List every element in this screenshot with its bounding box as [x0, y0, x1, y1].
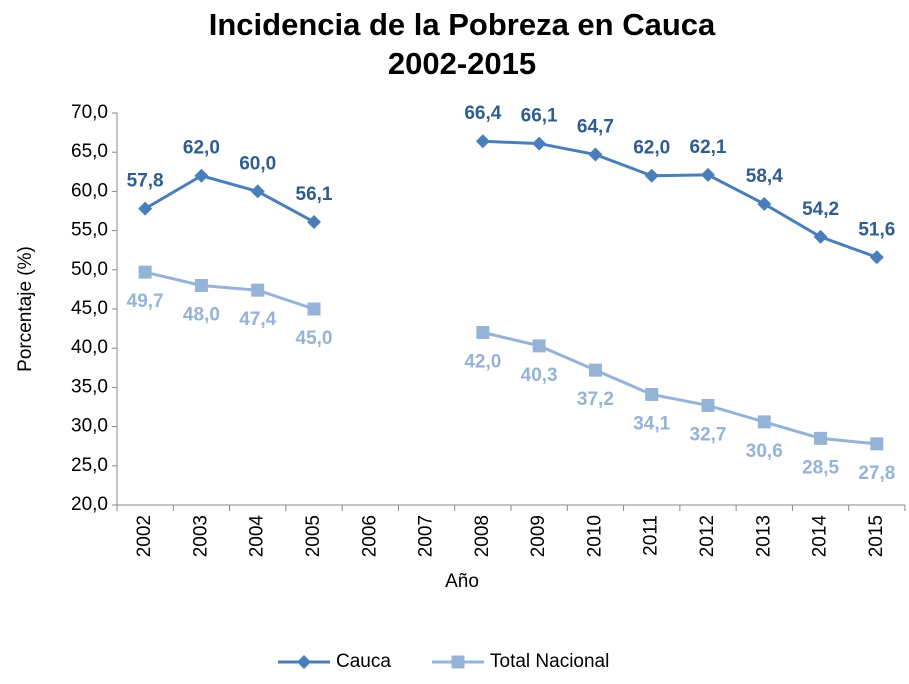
- y-tick-label: 25,0: [71, 455, 108, 476]
- x-tick-label: 2014: [810, 515, 831, 558]
- marker: [194, 168, 209, 183]
- marker: [250, 184, 265, 199]
- data-label: 64,7: [577, 117, 614, 138]
- data-label: 56,1: [296, 184, 333, 205]
- x-tick-label: 2013: [753, 515, 774, 557]
- data-label: 62,1: [690, 137, 727, 158]
- marker: [870, 437, 884, 451]
- y-tick-label: 35,0: [71, 376, 108, 397]
- x-tick-label: 2012: [697, 515, 718, 557]
- marker: [813, 229, 828, 244]
- data-label: 45,0: [296, 328, 333, 349]
- marker: [451, 655, 465, 669]
- y-tick-label: 20,0: [71, 494, 108, 515]
- x-tick-label: 2015: [866, 515, 887, 557]
- data-label: 60,0: [239, 153, 276, 174]
- series-line: [144, 139, 878, 259]
- marker: [138, 201, 153, 216]
- y-tick-label: 50,0: [71, 259, 108, 280]
- y-tick-label: 55,0: [71, 220, 108, 241]
- x-tick-label: 2006: [359, 515, 380, 557]
- marker: [251, 283, 265, 297]
- x-tick-label: 2010: [584, 515, 605, 557]
- data-label: 66,4: [464, 103, 501, 124]
- marker: [532, 136, 547, 151]
- y-tick-label: 65,0: [71, 141, 108, 162]
- marker: [307, 302, 321, 316]
- data-label: 42,0: [464, 352, 501, 373]
- data-label: 37,2: [577, 389, 614, 410]
- legend-label: Total Nacional: [490, 651, 609, 672]
- y-tick-label: 45,0: [71, 298, 108, 319]
- y-axis-label: Porcentaje (%): [15, 246, 36, 372]
- data-label: 62,0: [183, 138, 220, 159]
- data-label: 62,0: [633, 138, 670, 159]
- marker: [869, 250, 884, 265]
- marker: [588, 147, 603, 162]
- data-label: 49,7: [127, 291, 164, 312]
- chart-subtitle: 2002-2015: [388, 46, 536, 81]
- legend-label: Cauca: [336, 651, 391, 672]
- x-tick-label: 2011: [641, 515, 662, 556]
- data-label: 28,5: [802, 457, 839, 478]
- chart-title: Incidencia de la Pobreza en Cauca: [209, 7, 716, 42]
- marker: [194, 278, 208, 292]
- x-axis-label: Año: [445, 571, 479, 592]
- marker: [757, 415, 771, 429]
- marker: [138, 265, 152, 279]
- y-tick-label: 60,0: [71, 180, 108, 201]
- marker: [532, 339, 546, 353]
- data-label: 58,4: [746, 166, 783, 187]
- y-tick-label: 70,0: [71, 102, 108, 123]
- marker: [701, 167, 715, 182]
- marker: [645, 387, 659, 401]
- marker: [476, 326, 490, 340]
- x-tick-label: 2009: [528, 515, 549, 557]
- data-label: 34,1: [633, 413, 670, 434]
- data-label: 47,4: [239, 309, 276, 330]
- y-tick-label: 40,0: [71, 337, 108, 358]
- marker: [475, 134, 490, 149]
- series-line: [144, 270, 878, 446]
- x-tick-label: 2003: [190, 515, 211, 557]
- marker: [757, 196, 772, 211]
- marker: [307, 214, 321, 229]
- x-tick-label: 2002: [134, 515, 155, 557]
- marker: [814, 431, 828, 445]
- marker: [644, 168, 659, 183]
- data-label: 30,6: [746, 441, 783, 462]
- data-label: 40,3: [521, 365, 558, 386]
- x-tick-label: 2008: [472, 515, 493, 557]
- y-tick-label: 30,0: [71, 416, 108, 437]
- data-label: 57,8: [127, 171, 164, 192]
- x-tick-label: 2004: [247, 515, 268, 558]
- data-label: 66,1: [521, 106, 558, 127]
- data-label: 51,6: [858, 219, 895, 240]
- x-tick-label: 2005: [303, 515, 324, 557]
- marker: [701, 398, 715, 412]
- marker: [588, 363, 602, 377]
- marker: [297, 655, 311, 669]
- data-label: 27,8: [858, 463, 895, 484]
- data-label: 48,0: [183, 304, 220, 325]
- x-tick-label: 2007: [416, 515, 437, 557]
- data-label: 32,7: [690, 424, 727, 445]
- data-label: 54,2: [802, 199, 839, 220]
